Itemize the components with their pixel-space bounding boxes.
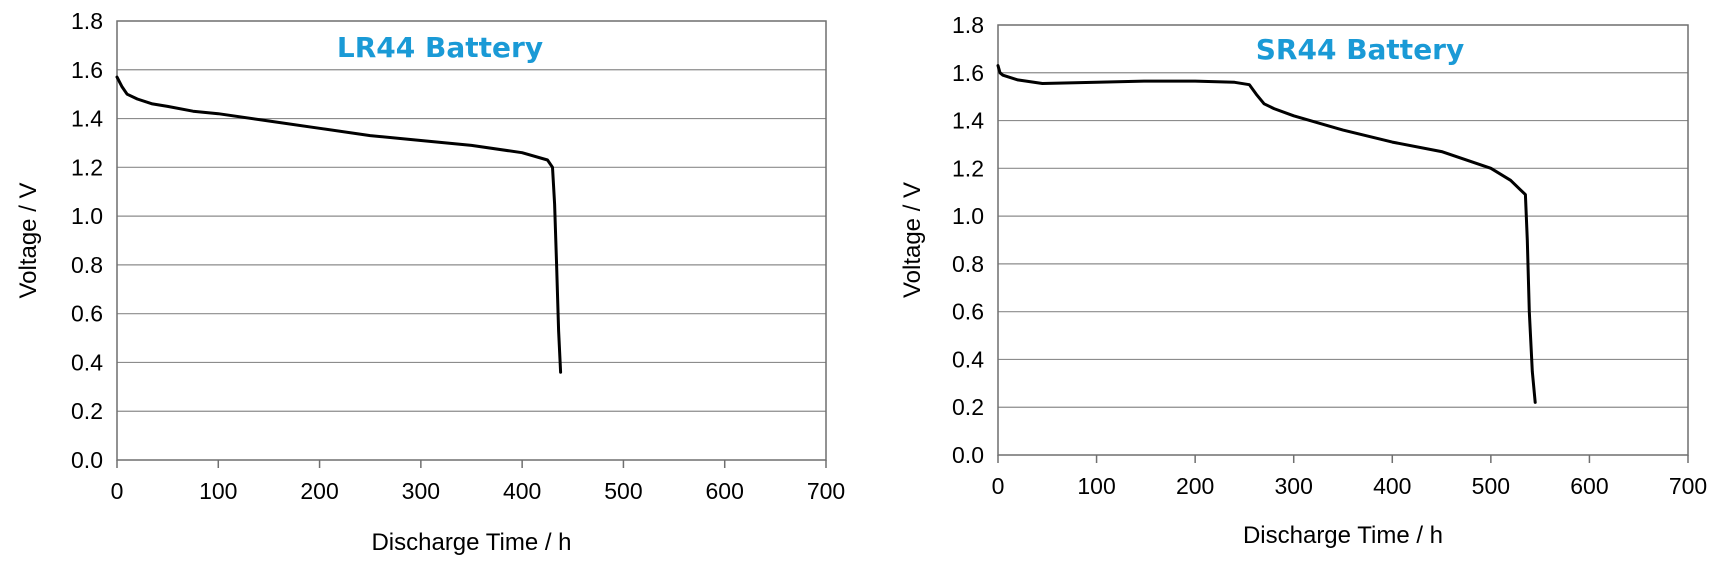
x-tick-label: 0 <box>992 473 1005 499</box>
x-tick-label: 600 <box>706 478 744 504</box>
y-tick-label: 0.8 <box>71 252 103 278</box>
series-line <box>115 75 563 374</box>
chart-title: LR44 Battery <box>337 31 543 64</box>
y-tick-label: 0.2 <box>71 398 103 424</box>
chart-title: SR44 Battery <box>1256 33 1465 66</box>
y-tick-label: 1.0 <box>952 203 984 229</box>
y-tick-label: 1.6 <box>952 60 984 86</box>
x-tick-label: 200 <box>300 478 338 504</box>
x-tick-label: 200 <box>1176 473 1214 499</box>
y-axis-title: Voltage / V <box>15 182 42 298</box>
x-tick-label: 0 <box>111 478 124 504</box>
x-tick-label: 400 <box>1373 473 1411 499</box>
x-tick-label: 700 <box>807 478 845 504</box>
sr44-chart: 0.0 0.2 0.4 0.6 0.8 1.0 1.2 1.4 1.6 1.8 0 100 200 300… <box>899 12 1707 549</box>
y-tick-label: 1.4 <box>71 106 103 132</box>
y-tick-label: 1.6 <box>71 57 103 83</box>
y-tick-label: 0.6 <box>952 299 984 325</box>
y-tick-label: 0.2 <box>952 394 984 420</box>
x-tick-label: 300 <box>1275 473 1313 499</box>
y-tick-label: 1.8 <box>71 8 103 34</box>
x-axis-title: Discharge Time / h <box>371 529 571 556</box>
y-tick-label: 0.4 <box>71 349 103 375</box>
y-tick-label: 1.4 <box>952 108 984 134</box>
y-tick-label: 0.4 <box>952 346 984 372</box>
x-tick-label: 600 <box>1570 473 1608 499</box>
y-tick-label: 0.8 <box>952 251 984 277</box>
y-tick-label: 1.2 <box>71 154 103 180</box>
x-tick-label: 400 <box>503 478 541 504</box>
x-tick-label: 500 <box>1472 473 1510 499</box>
y-axis-title: Voltage / V <box>899 182 926 298</box>
x-tick-label: 500 <box>604 478 642 504</box>
y-tick-label: 1.0 <box>71 203 103 229</box>
y-tick-label: 0.0 <box>952 442 984 468</box>
lr44-chart: 0.0 0.2 0.4 0.6 0.8 1.0 1.2 1.4 1.6 1.8 0 100 200 300… <box>15 8 845 556</box>
x-axis-title: Discharge Time / h <box>1243 522 1443 549</box>
y-tick-label: 0.6 <box>71 301 103 327</box>
series-line <box>996 64 1537 404</box>
x-tick-label: 300 <box>402 478 440 504</box>
y-tick-label: 0.0 <box>71 447 103 473</box>
x-tick-label: 700 <box>1669 473 1707 499</box>
x-tick-label: 100 <box>1077 473 1115 499</box>
plot-frame <box>116 20 827 461</box>
x-tick-label: 100 <box>199 478 237 504</box>
plot-frame <box>997 24 1689 456</box>
y-tick-label: 1.8 <box>952 12 984 38</box>
y-tick-label: 1.2 <box>952 155 984 181</box>
